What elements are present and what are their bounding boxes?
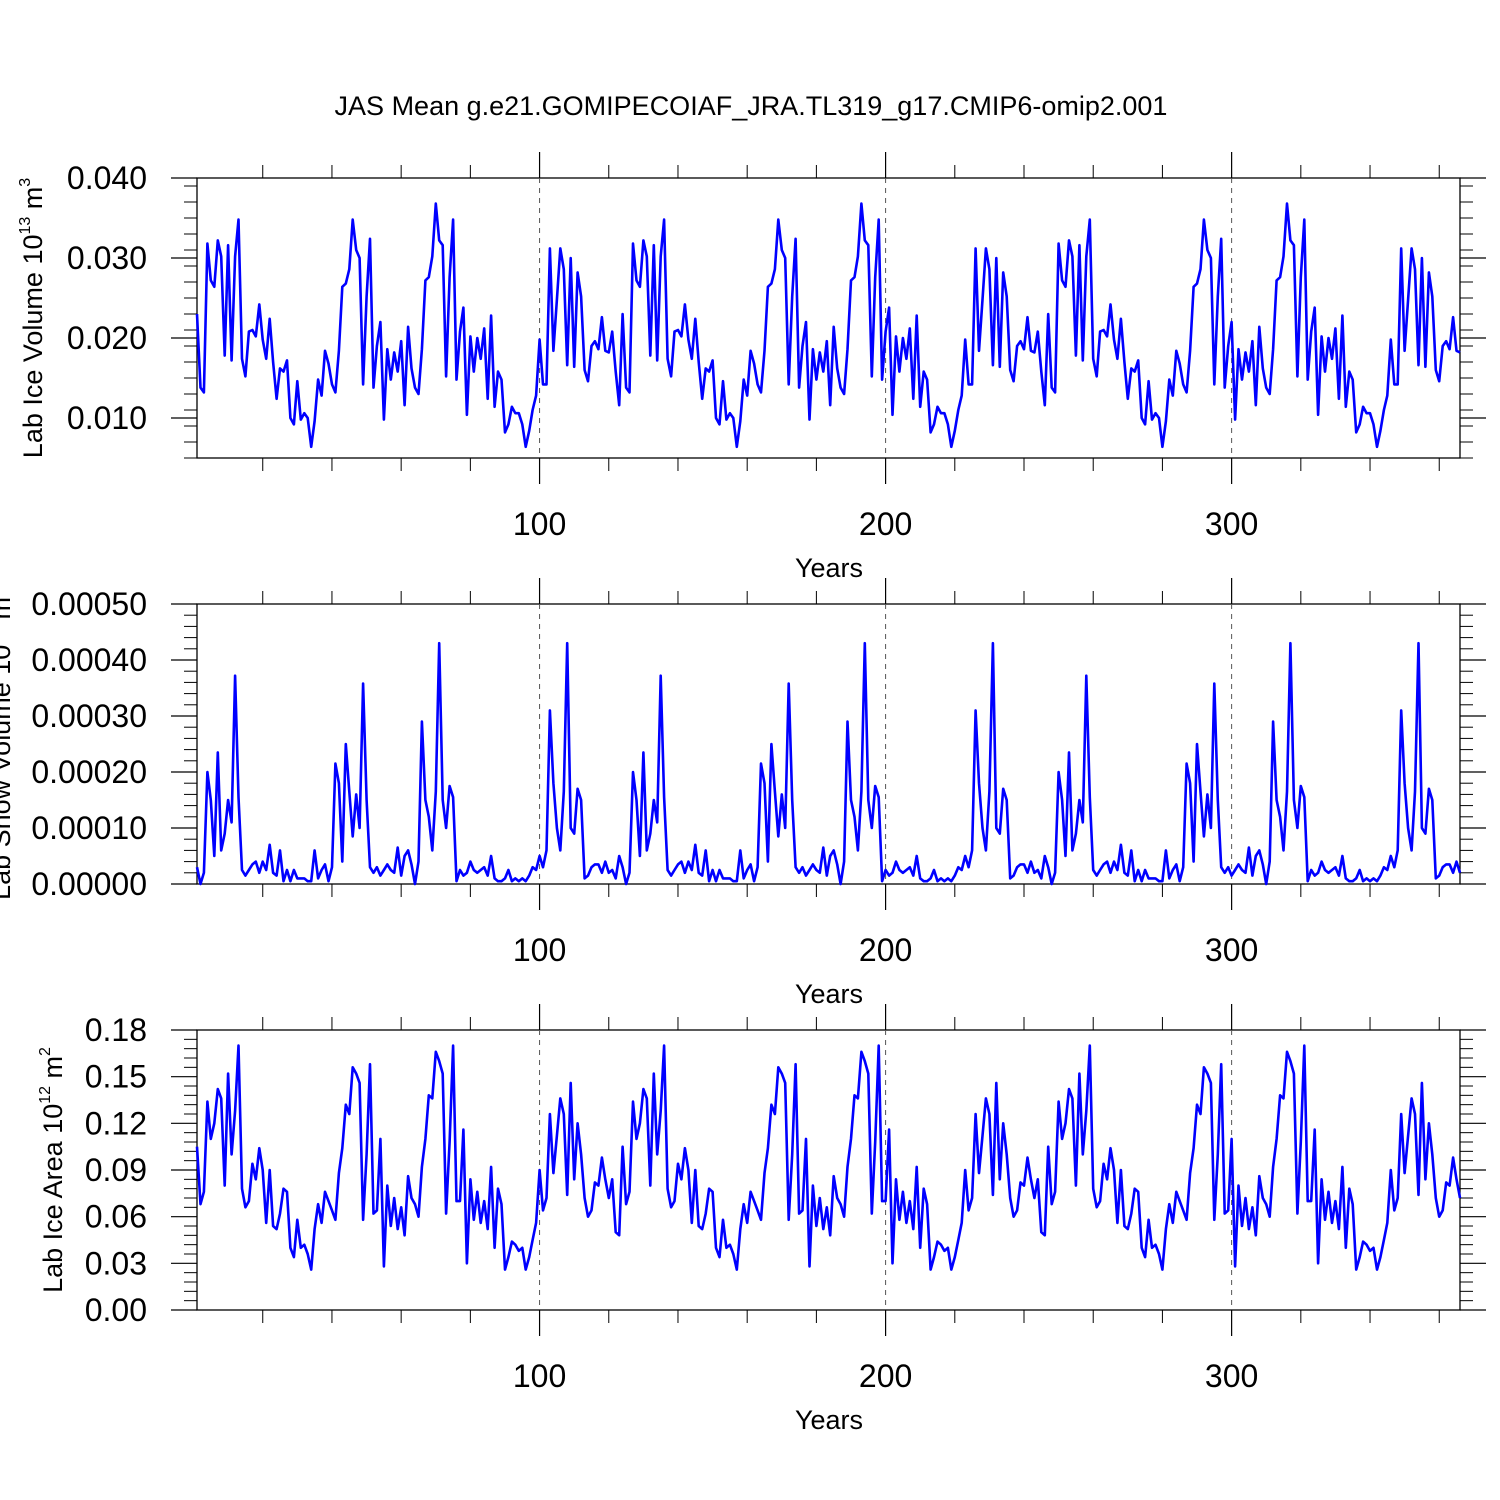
y-axis-label: Lab Ice Area 1012 m2 — [37, 1047, 68, 1293]
y-tick-label: 0.030 — [67, 240, 147, 276]
y-tick-label: 0.00000 — [31, 866, 147, 902]
y-tick-label: 0.00030 — [31, 698, 147, 734]
x-tick-label: 200 — [859, 932, 912, 968]
x-tick-label: 300 — [1205, 506, 1258, 542]
y-tick-label: 0.00020 — [31, 754, 147, 790]
x-tick-label: 300 — [1205, 932, 1258, 968]
y-tick-label: 0.15 — [85, 1059, 147, 1095]
x-axis-label: Years — [795, 553, 863, 583]
x-axis-label: Years — [795, 1405, 863, 1435]
data-series-line — [195, 202, 1461, 449]
y-tick-label: 0.040 — [67, 160, 147, 196]
x-tick-label: 100 — [513, 1358, 566, 1394]
plot-frame — [196, 603, 1461, 885]
y-tick-label: 0.12 — [85, 1105, 147, 1141]
y-tick-label: 0.020 — [67, 320, 147, 356]
y-tick-label: 0.18 — [85, 1012, 147, 1048]
y-tick-label: 0.00010 — [31, 810, 147, 846]
y-tick-label: 0.00040 — [31, 642, 147, 678]
x-tick-label: 200 — [859, 1358, 912, 1394]
y-axis-label: Lab Ice Volume 1013 m3 — [17, 178, 48, 458]
y-tick-label: 0.010 — [67, 400, 147, 436]
y-axis-label: Lab Snow Volume 1013 m3 — [0, 588, 16, 900]
y-tick-label: 0.06 — [85, 1199, 147, 1235]
panel-ice-area: 100 200 300 0.00 0.03 0.06 0.09 0.12 0.15 0.18 Yea… — [37, 1004, 1486, 1435]
chart-title: JAS Mean g.e21.GOMIPECOIAF_JRA.TL319_g17… — [335, 91, 1168, 121]
y-tick-label: 0.09 — [85, 1152, 147, 1188]
panel-snow-volume: 100 200 300 0.00000 0.00010 0.00020 0.00030 0.0… — [0, 578, 1486, 1009]
data-series-line — [195, 641, 1462, 886]
y-tick-label: 0.00 — [85, 1292, 147, 1328]
data-series-line — [195, 1044, 1462, 1271]
x-tick-label: 200 — [859, 506, 912, 542]
x-tick-label: 100 — [513, 506, 566, 542]
plot-frame — [196, 1029, 1461, 1311]
y-tick-label: 0.00050 — [31, 586, 147, 622]
panel-ice-volume: 100 200 300 0.010 0.020 0.030 0.040 Years Lab Ic… — [17, 152, 1486, 583]
x-tick-label: 100 — [513, 932, 566, 968]
plot-frame — [196, 177, 1461, 459]
x-tick-label: 300 — [1205, 1358, 1258, 1394]
y-tick-label: 0.03 — [85, 1245, 147, 1281]
x-axis-label: Years — [795, 979, 863, 1009]
